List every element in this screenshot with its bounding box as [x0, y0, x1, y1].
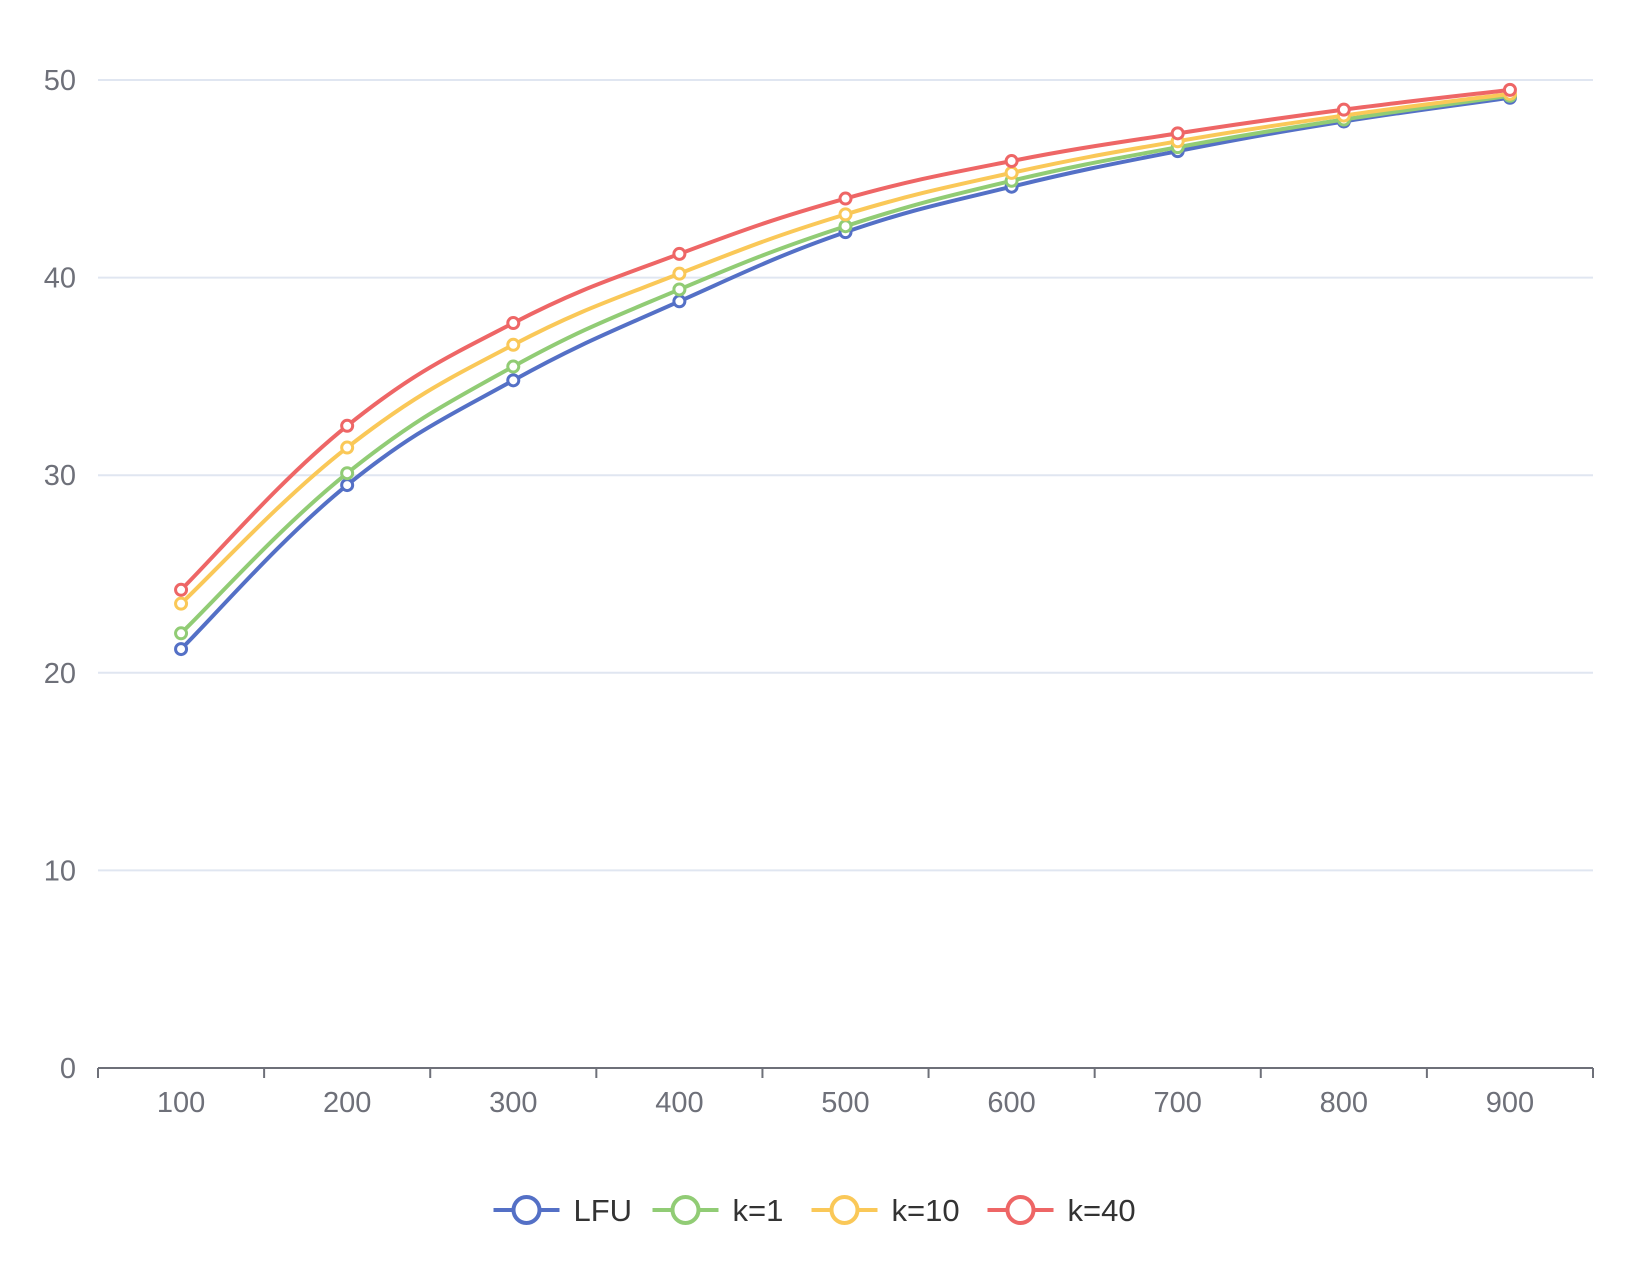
data-point[interactable] [340, 418, 355, 433]
legend-marker-icon [511, 1195, 542, 1225]
series-line [179, 95, 1512, 652]
data-point[interactable] [672, 294, 687, 309]
data-point[interactable] [174, 642, 189, 657]
series-lines [174, 82, 1517, 657]
data-point[interactable] [838, 191, 853, 206]
data-point[interactable] [1004, 165, 1019, 180]
y-axis: 0 10 20 30 40 50 [44, 65, 76, 1085]
series-lfu [174, 90, 1517, 657]
series-k40 [174, 82, 1517, 597]
y-tick-label: 50 [44, 65, 76, 97]
data-point[interactable] [1502, 82, 1517, 97]
data-point[interactable] [340, 440, 355, 455]
data-point[interactable] [506, 359, 521, 374]
series-k10 [174, 86, 1517, 611]
data-point[interactable] [1170, 126, 1185, 141]
data-point[interactable] [340, 466, 355, 481]
legend-item[interactable]: k=1 [652, 1193, 784, 1228]
legend-item[interactable]: LFU [493, 1193, 633, 1228]
legend-label: k=1 [733, 1193, 784, 1228]
series-line [179, 93, 1512, 636]
y-tick-label: 10 [44, 855, 76, 887]
data-point[interactable] [506, 337, 521, 352]
y-tick-label: 20 [44, 658, 76, 690]
x-tick-label: 600 [987, 1087, 1035, 1119]
x-tick-label: 500 [821, 1087, 869, 1119]
legend: LFU k=1 k=10 k=40 [493, 1193, 1136, 1228]
legend-item[interactable]: k=40 [987, 1193, 1136, 1228]
data-point[interactable] [672, 246, 687, 261]
legend-marker-icon [1005, 1195, 1036, 1225]
data-point[interactable] [672, 266, 687, 281]
legend-item[interactable]: k=10 [811, 1193, 960, 1228]
x-axis: 100 200 300 400 500 600 700 800 900 [97, 1067, 1594, 1119]
data-point[interactable] [672, 282, 687, 297]
data-point[interactable] [506, 316, 521, 331]
legend-marker-icon [670, 1195, 701, 1225]
x-tick-label: 200 [323, 1087, 371, 1119]
x-tick-label: 300 [489, 1087, 537, 1119]
legend-label: k=10 [892, 1193, 960, 1228]
y-tick-label: 0 [60, 1053, 76, 1085]
data-point[interactable] [174, 582, 189, 597]
legend-marker-icon [829, 1195, 860, 1225]
x-tick-label: 700 [1154, 1087, 1202, 1119]
data-point[interactable] [174, 596, 189, 611]
series-line [179, 87, 1512, 592]
x-tick-label: 400 [655, 1087, 703, 1119]
data-point[interactable] [1336, 102, 1351, 117]
x-tick-label: 800 [1320, 1087, 1368, 1119]
data-point[interactable] [1004, 154, 1019, 169]
x-tick-label: 900 [1486, 1087, 1534, 1119]
data-point[interactable] [340, 478, 355, 493]
y-tick-label: 40 [44, 263, 76, 295]
legend-label: LFU [574, 1193, 633, 1228]
legend-label: k=40 [1068, 1193, 1136, 1228]
x-tick-label: 100 [157, 1087, 205, 1119]
data-point[interactable] [838, 219, 853, 234]
y-tick-label: 30 [44, 460, 76, 492]
data-point[interactable] [174, 626, 189, 641]
series-k1 [174, 88, 1517, 641]
series-line [179, 91, 1512, 606]
data-point[interactable] [838, 207, 853, 222]
data-point[interactable] [506, 373, 521, 388]
